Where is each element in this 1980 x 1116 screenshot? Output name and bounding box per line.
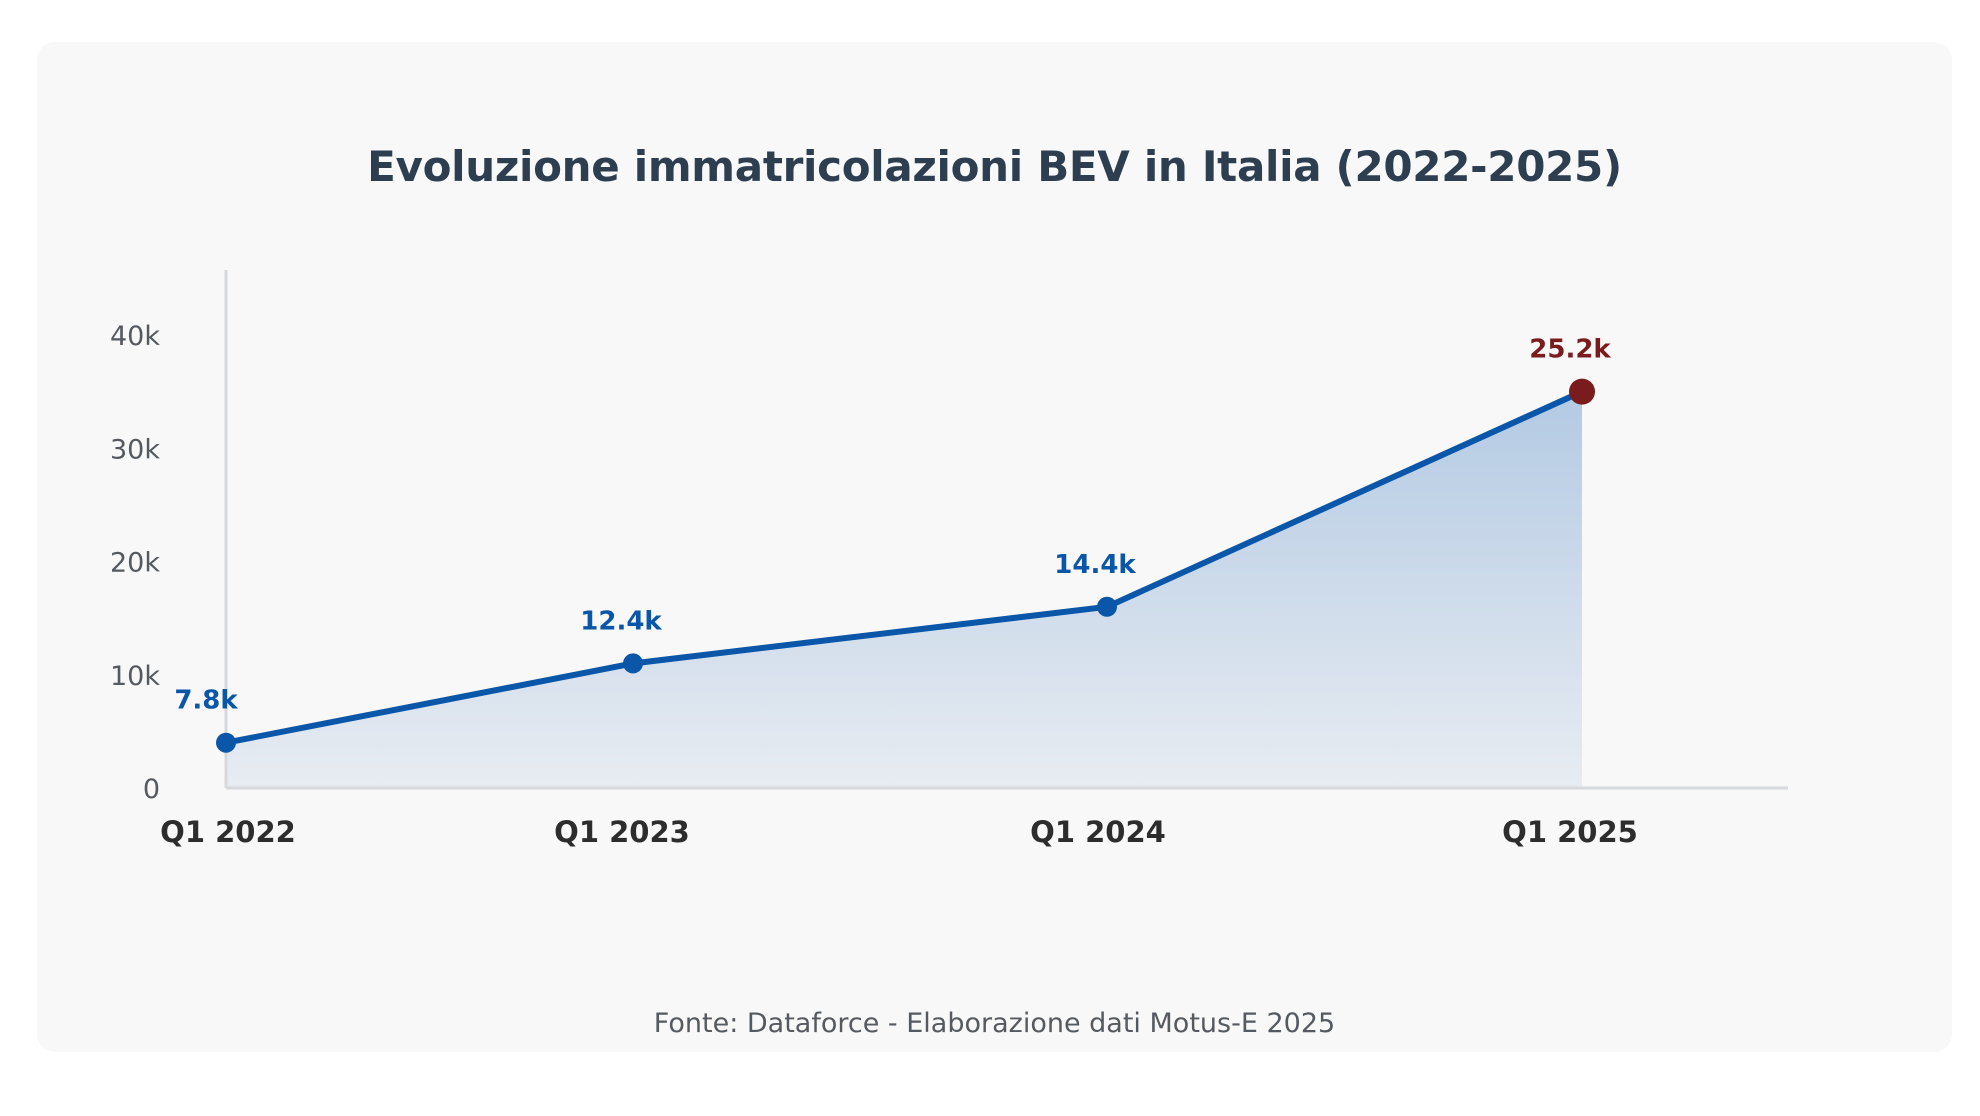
x-tick-label: Q1 2022 <box>160 815 296 849</box>
x-tick-label: Q1 2023 <box>554 815 690 849</box>
data-point <box>216 732 236 753</box>
data-point <box>1097 596 1117 617</box>
data-label: 12.4k <box>580 606 662 636</box>
y-tick-label: 0 <box>143 774 160 805</box>
y-tick-label: 20k <box>110 548 160 579</box>
x-tick-label: Q1 2025 <box>1502 815 1638 849</box>
y-tick-label: 10k <box>110 661 160 692</box>
series-area <box>226 391 1582 788</box>
y-tick-label: 30k <box>110 434 160 465</box>
data-label: 7.8k <box>174 686 238 716</box>
chart-source: Fonte: Dataforce - Elaborazione dati Mot… <box>653 1008 1336 1039</box>
x-tick-label: Q1 2024 <box>1030 815 1166 849</box>
data-point-highlight <box>1569 378 1595 405</box>
series-line <box>223 388 1585 746</box>
data-label: 25.2k <box>1529 335 1611 365</box>
chart-title: Evoluzione immatricolazioni BEV in Itali… <box>367 142 1622 191</box>
data-label: 14.4k <box>1054 550 1136 580</box>
data-point <box>623 653 643 674</box>
chart-card: Evoluzione immatricolazioni BEV in Itali… <box>37 42 1952 1052</box>
y-tick-label: 40k <box>110 321 160 352</box>
